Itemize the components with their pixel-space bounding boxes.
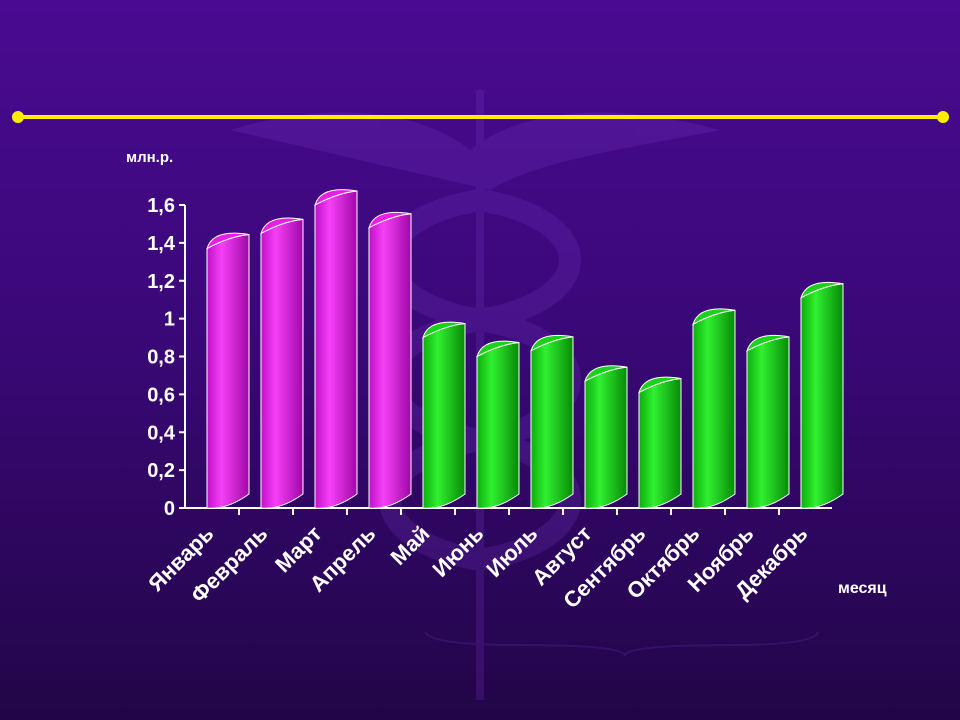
bar-body [368, 213, 412, 509]
bar-body [476, 341, 520, 509]
y-tick-label: 0,4 [147, 422, 176, 444]
bar [368, 211, 412, 509]
y-tick-label: 0 [164, 498, 175, 520]
bars [206, 189, 844, 509]
bar [638, 376, 682, 509]
bar-cap [692, 308, 736, 326]
bar [800, 281, 844, 509]
bar [476, 340, 520, 509]
y-tick-label: 0,8 [147, 347, 175, 369]
bar [530, 334, 574, 509]
bar-body [314, 190, 358, 509]
bar-body [746, 336, 790, 509]
bar-cap [638, 376, 682, 394]
axes [179, 204, 832, 515]
y-tick-label: 1,4 [147, 233, 176, 255]
y-tick-label: 1,2 [147, 271, 175, 293]
bar [422, 321, 466, 509]
bar [206, 232, 250, 509]
bar-cap [422, 321, 466, 339]
bar-cap [206, 232, 250, 250]
bar [746, 334, 790, 509]
decorative-divider [12, 111, 949, 123]
y-tick-label: 1,6 [147, 195, 175, 217]
bar [584, 365, 628, 509]
bar-body [584, 366, 628, 509]
y-tick-label: 0,2 [147, 460, 175, 482]
bar-body [530, 336, 574, 509]
bar [692, 308, 736, 509]
y-axis-label: млн.р. [126, 149, 173, 166]
bar-body [206, 234, 250, 509]
bar-cap [476, 340, 520, 358]
y-tick-labels: 0 0,2 0,4 0,6 0,8 1 1,2 1,4 1,6 [147, 195, 176, 520]
bar-cap [368, 211, 412, 229]
bar-cap [800, 281, 844, 299]
bar-body [260, 218, 304, 509]
bar-body [692, 309, 736, 509]
bar [314, 189, 358, 509]
bar-cap [260, 217, 304, 235]
bar-body [422, 323, 466, 509]
y-tick-label: 1 [164, 309, 175, 331]
bar-cap [530, 334, 574, 352]
bar-cap [584, 365, 628, 383]
y-tick-label: 0,6 [147, 384, 175, 406]
bar-cap [314, 189, 358, 207]
bar-body [800, 283, 844, 509]
bar-body [638, 377, 682, 509]
bar [260, 217, 304, 509]
bar-cap [746, 334, 790, 352]
x-axis-label: месяц [838, 580, 887, 597]
